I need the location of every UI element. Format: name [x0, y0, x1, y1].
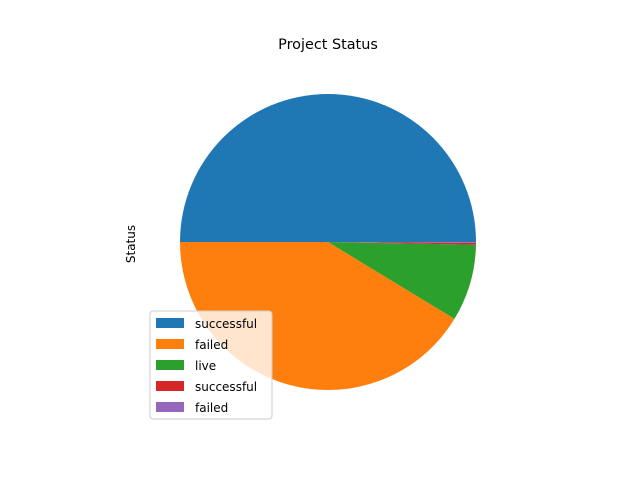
legend-swatch-1 — [156, 318, 184, 328]
chart-title: Project Status — [278, 37, 378, 53]
pie-slice-1 — [180, 94, 476, 242]
legend-label-3: live — [195, 359, 216, 373]
legend: successful failed live successful failed — [149, 310, 273, 420]
legend-label-5: failed — [195, 401, 228, 415]
pie-slice-5 — [328, 242, 476, 243]
legend-label-1: successful — [195, 317, 257, 331]
y-axis-label: Status — [124, 225, 138, 263]
legend-swatch-2 — [156, 339, 184, 349]
legend-swatch-5 — [156, 402, 184, 412]
legend-swatch-3 — [156, 360, 184, 370]
legend-label-2: failed — [195, 338, 228, 352]
legend-label-4: successful — [195, 380, 257, 394]
pie-slice-4 — [328, 242, 476, 245]
legend-swatch-4 — [156, 381, 184, 391]
legend-frame — [149, 310, 273, 420]
pie-slice-3 — [328, 242, 476, 319]
legend-items: successful failed live successful failed — [156, 317, 257, 415]
